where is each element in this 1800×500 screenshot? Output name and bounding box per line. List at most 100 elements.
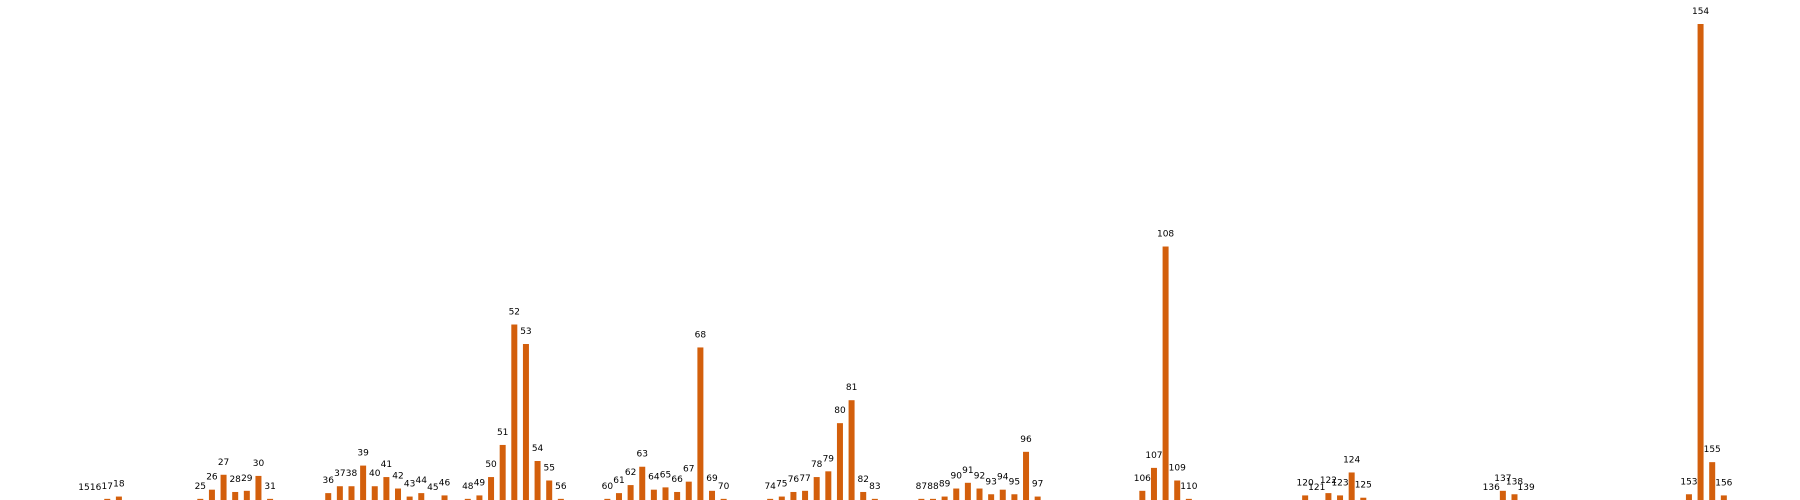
- bar-label: 138: [1506, 477, 1523, 487]
- bar: [720, 498, 727, 500]
- bar: [546, 480, 553, 500]
- bar: [1011, 494, 1018, 500]
- bar-label: 68: [695, 330, 707, 340]
- bar-label: 56: [555, 482, 567, 492]
- bar: [790, 491, 797, 500]
- bar: [709, 490, 716, 500]
- bar: [1685, 494, 1692, 500]
- bar: [441, 495, 448, 500]
- bar: [499, 444, 506, 500]
- bar-label: 125: [1355, 481, 1372, 491]
- bar-label: 96: [1020, 435, 1032, 445]
- bar: [697, 347, 704, 500]
- bar: [988, 494, 995, 500]
- bar-label: 26: [206, 473, 218, 483]
- bar: [488, 477, 495, 500]
- bar-label: 67: [683, 465, 694, 475]
- bar: [615, 493, 622, 500]
- bar-label: 64: [648, 473, 660, 483]
- bar: [197, 498, 204, 500]
- bar: [1034, 496, 1041, 500]
- bar: [918, 498, 925, 500]
- bar: [557, 498, 564, 500]
- bar: [232, 491, 239, 500]
- bar-label: 95: [1009, 477, 1020, 487]
- bar-label: 97: [1032, 480, 1043, 490]
- bar: [255, 475, 262, 500]
- bar: [778, 496, 785, 500]
- bar-label: 50: [485, 460, 497, 470]
- bar: [406, 496, 413, 500]
- bar-label: 110: [1180, 482, 1197, 492]
- bar-label: 66: [671, 475, 683, 485]
- bar-label: 137: [1494, 474, 1511, 484]
- bar: [941, 496, 948, 500]
- bar: [418, 493, 425, 500]
- bar: [371, 486, 378, 500]
- bar-label: 76: [788, 475, 800, 485]
- bar: [534, 461, 541, 500]
- bar: [802, 490, 809, 500]
- bar-label: 37: [334, 469, 345, 479]
- bar: [964, 482, 971, 500]
- bar-label: 75: [776, 480, 787, 490]
- bar: [929, 498, 936, 500]
- bar-label: 69: [706, 474, 718, 484]
- bar-label: 51: [497, 428, 508, 438]
- bar-label: 53: [520, 327, 531, 337]
- bar-label: 52: [509, 308, 520, 318]
- bar-label: 48: [462, 482, 474, 492]
- bar: [871, 498, 878, 500]
- bar-label: 77: [799, 474, 810, 484]
- bar-label: 88: [927, 482, 939, 492]
- bar: [685, 481, 692, 500]
- bar: [395, 488, 402, 500]
- bar-label: 46: [439, 478, 451, 488]
- bar-label: 108: [1157, 230, 1174, 240]
- bar: [522, 344, 529, 500]
- bar: [383, 477, 390, 500]
- bar-label: 18: [113, 480, 125, 490]
- bar-label: 27: [218, 458, 229, 468]
- bar-label: 154: [1692, 7, 1709, 17]
- bar-label: 43: [404, 480, 415, 490]
- bar: [662, 487, 669, 500]
- bar-label: 70: [718, 482, 730, 492]
- bar-label: 120: [1297, 478, 1314, 488]
- bar-label: 139: [1518, 483, 1535, 493]
- bar: [104, 498, 111, 500]
- bar: [848, 400, 855, 500]
- bar: [604, 498, 611, 500]
- bar: [1697, 24, 1704, 500]
- bar: [1360, 497, 1367, 500]
- bar-label: 122: [1320, 476, 1337, 486]
- bar-label: 109: [1169, 464, 1186, 474]
- bar: [476, 495, 483, 500]
- bar: [1162, 246, 1169, 500]
- bar-label: 124: [1343, 455, 1360, 465]
- bar-label: 63: [637, 450, 648, 460]
- bar-label: 45: [427, 483, 438, 493]
- bar: [348, 486, 355, 500]
- bar-label: 121: [1308, 483, 1325, 493]
- bar-label: 78: [811, 460, 823, 470]
- bar: [220, 474, 227, 500]
- bar: [1720, 495, 1727, 500]
- bar-label: 87: [916, 482, 927, 492]
- bar-label: 40: [369, 469, 381, 479]
- bar: [976, 488, 983, 500]
- bar: [1325, 493, 1332, 500]
- bar-label: 17: [102, 482, 113, 492]
- bar-label: 82: [857, 475, 868, 485]
- bar: [243, 490, 250, 500]
- bar: [360, 465, 367, 500]
- bar-label: 65: [660, 470, 671, 480]
- bar: [1302, 495, 1309, 500]
- bar: [267, 498, 274, 500]
- bar: [1337, 495, 1344, 500]
- bar-label: 54: [532, 444, 544, 454]
- bar-label: 38: [346, 469, 358, 479]
- bar-label: 15: [78, 483, 89, 493]
- bar-label: 81: [846, 383, 857, 393]
- bar-label: 155: [1704, 445, 1721, 455]
